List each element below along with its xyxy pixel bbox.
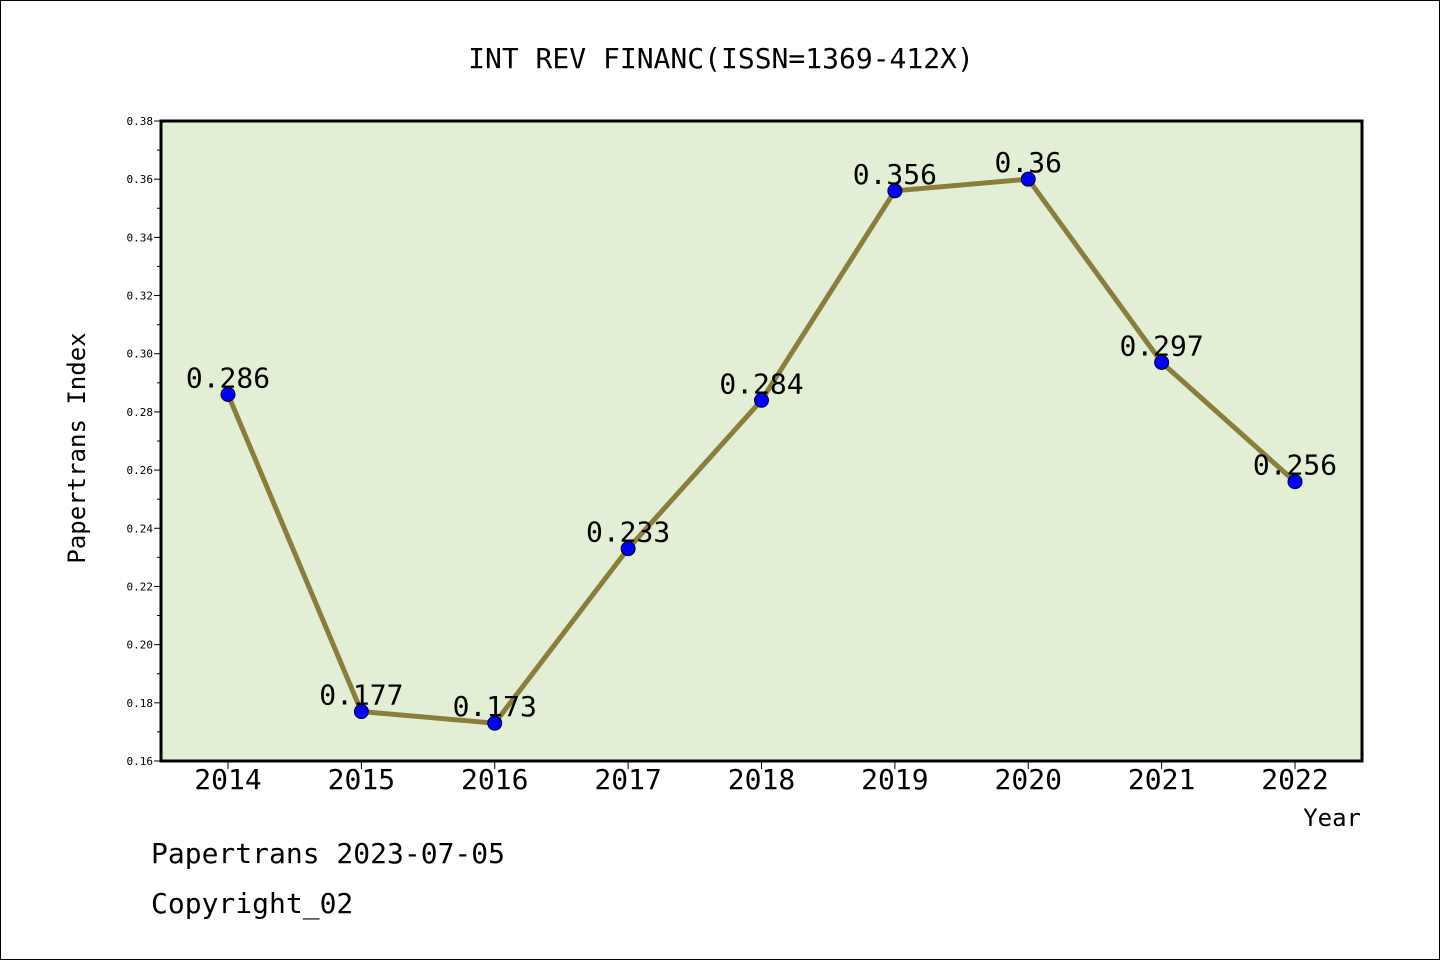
- y-tick-label: 0.24: [127, 522, 154, 535]
- y-tick-label: 0.28: [127, 406, 154, 419]
- x-tick-label: 2022: [1261, 763, 1328, 796]
- y-tick-label: 0.16: [127, 755, 154, 768]
- data-label: 0.356: [853, 158, 937, 191]
- data-label: 0.173: [453, 690, 537, 723]
- data-label: 0.36: [995, 146, 1062, 179]
- data-markers: [220, 171, 1303, 731]
- y-tick-label: 0.32: [127, 290, 154, 303]
- data-point: [1020, 171, 1036, 187]
- x-axis: 2014 2015 2016 2017 2018 2019 2020 2021 2022: [194, 761, 1329, 796]
- footer-copyright: Copyright_02: [151, 887, 354, 920]
- y-axis: 0.16 0.18 0.20 0.22 0.24 0.26 0.28 0.30 0.32 0.34…: [127, 115, 161, 768]
- chart-title: INT REV FINANC(ISSN=1369-412X): [468, 42, 974, 75]
- y-tick-label: 0.18: [127, 697, 154, 710]
- data-point: [754, 392, 769, 408]
- data-point: [1287, 474, 1303, 490]
- x-tick-label: 2015: [328, 763, 395, 796]
- y-tick-label: 0.20: [127, 639, 154, 652]
- data-point: [487, 715, 503, 731]
- x-tick-label: 2017: [594, 763, 661, 796]
- y-tick-label: 0.22: [127, 580, 154, 593]
- x-tick-label: 2018: [728, 763, 795, 796]
- x-tick-label: 2019: [861, 763, 928, 796]
- x-tick-label: 2020: [995, 763, 1062, 796]
- y-tick-label: 0.38: [127, 115, 154, 128]
- y-tick-label: 0.36: [127, 173, 154, 186]
- data-point: [620, 541, 636, 557]
- data-point: [353, 704, 369, 720]
- x-axis-label: Year: [1303, 804, 1361, 832]
- data-point: [887, 183, 903, 199]
- y-tick-label: 0.34: [127, 231, 154, 244]
- data-point: [220, 386, 236, 402]
- x-tick-label: 2016: [461, 763, 528, 796]
- data-label: 0.284: [719, 367, 803, 400]
- data-label: 0.256: [1253, 449, 1337, 482]
- data-label: 0.286: [186, 361, 270, 394]
- footer-date: Papertrans 2023-07-05: [151, 837, 506, 870]
- y-axis-label: Papertrans Index: [63, 332, 91, 563]
- data-label: 0.297: [1119, 329, 1203, 362]
- data-point: [1154, 354, 1170, 370]
- plot-area: [159, 119, 1364, 763]
- x-tick-label: 2021: [1128, 763, 1195, 796]
- y-tick-label: 0.30: [127, 348, 154, 361]
- data-labels: 0.286 0.177 0.173 0.233 0.284 0.356 0.36 0.297 0…: [186, 146, 1337, 723]
- data-label: 0.233: [586, 516, 670, 549]
- x-tick-label: 2014: [194, 763, 261, 796]
- data-label: 0.177: [319, 679, 403, 712]
- y-tick-label: 0.26: [127, 464, 154, 477]
